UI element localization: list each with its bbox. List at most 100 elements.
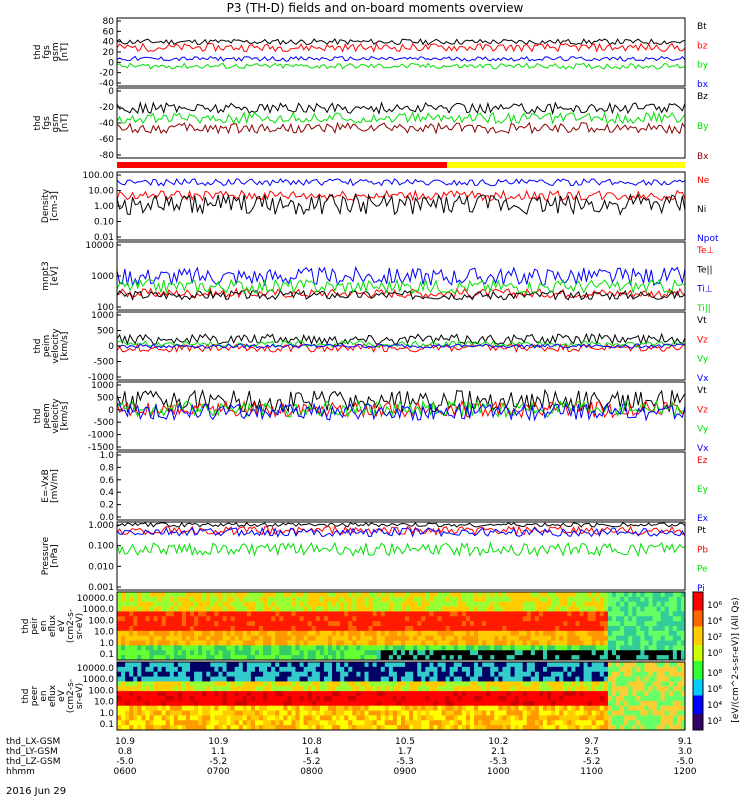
heatmap-cell: [177, 691, 183, 697]
heatmap-cell: [644, 592, 649, 598]
heatmap-cell: [668, 691, 674, 697]
heatmap-cell: [287, 700, 292, 707]
heatmap-cell: [672, 601, 678, 608]
heatmap-cell: [579, 676, 585, 682]
heatmap-cell: [291, 671, 297, 678]
heatmap-cell: [226, 592, 232, 598]
heatmap-cell: [238, 596, 244, 603]
ylabel-line: mnpt3: [41, 261, 51, 290]
heatmap-cell: [429, 681, 434, 687]
colorbar-cell: [693, 601, 703, 604]
heatmap-cell: [360, 686, 365, 692]
heatmap-cell: [502, 640, 507, 646]
heatmap-cell: [421, 640, 426, 646]
heatmap-cell: [315, 626, 321, 632]
heatmap-cell: [603, 630, 609, 637]
heatmap-cell: [137, 676, 142, 682]
heatmap-cell: [441, 710, 447, 716]
heatmap-cell: [352, 720, 357, 726]
heatmap-cell: [672, 666, 678, 673]
heatmap-cell: [616, 645, 621, 651]
heatmap-cell: [453, 691, 459, 697]
heatmap-cell: [234, 601, 240, 608]
legend-entry: Ti||: [696, 304, 711, 314]
heatmap-cell: [607, 671, 613, 678]
colorbar-tick: 10⁶: [707, 685, 722, 695]
heatmap-cell: [242, 650, 248, 656]
heatmap-cell: [668, 725, 674, 731]
colorbar-cell: [693, 693, 703, 696]
heatmap-cell: [356, 645, 361, 651]
heatmap-cell: [457, 666, 463, 673]
heatmap-cell: [474, 650, 479, 656]
heatmap-cell: [652, 710, 658, 716]
heatmap-cell: [157, 686, 163, 692]
heatmap-cell: [267, 621, 272, 627]
heatmap-cell: [514, 650, 520, 656]
heatmap-cell: [461, 601, 467, 608]
heatmap-cell: [234, 691, 240, 697]
heatmap-cell: [177, 666, 183, 673]
heatmap-cell: [117, 626, 122, 632]
time-axis-rows: thd_LX-GSM 10.9 10.9 10.8 10.5 10.2 9.7 9.1thd_…: [6, 737, 697, 777]
heatmap-cell: [332, 635, 337, 642]
heatmap-cell: [218, 720, 223, 726]
heatmap-cell: [616, 662, 621, 668]
heatmap-cell: [364, 710, 370, 716]
heatmap-cell: [396, 686, 402, 692]
heatmap-cell: [185, 720, 191, 726]
heatmap-cell: [599, 666, 605, 673]
heatmap-cell: [364, 720, 370, 726]
heatmap-cell: [202, 650, 207, 656]
heatmap-cell: [595, 686, 601, 692]
heatmap-cell: [543, 601, 548, 608]
heatmap-cell: [206, 725, 211, 731]
heatmap-cell: [449, 635, 455, 642]
heatmap-cell: [246, 725, 252, 731]
heatmap-cell: [632, 666, 637, 673]
heatmap-cell: [518, 655, 524, 661]
ytick-label: 1000.0: [83, 675, 115, 685]
heatmap-cell: [526, 700, 532, 707]
heatmap-cell: [636, 720, 641, 726]
heatmap-cell: [469, 640, 475, 646]
heatmap-cell: [388, 601, 394, 608]
heatmap-cell: [254, 676, 260, 682]
heatmap-cell: [409, 710, 414, 716]
heatmap-cell: [534, 666, 540, 673]
heatmap-cell: [559, 592, 564, 598]
heatmap-cell: [242, 705, 248, 712]
heatmap-cell: [336, 720, 341, 726]
heatmap-cell: [616, 671, 621, 678]
heatmap-cell: [323, 720, 329, 726]
heatmap-cell: [620, 592, 625, 598]
heatmap-cell: [360, 700, 365, 707]
heatmap-cell: [543, 640, 548, 646]
heatmap-cell: [506, 686, 512, 692]
heatmap-cell: [437, 715, 443, 721]
heatmap-cell: [388, 691, 394, 697]
heatmap-cell: [336, 705, 341, 712]
heatmap-cell: [518, 710, 524, 716]
heatmap-cell: [465, 676, 471, 682]
heatmap-cell: [587, 601, 593, 608]
heatmap-cell: [145, 630, 150, 637]
heatmap-cell: [141, 630, 146, 637]
heatmap-cell: [547, 676, 552, 682]
heatmap-cell: [486, 606, 491, 612]
heatmap-cell: [482, 592, 487, 598]
heatmap-cell: [449, 596, 455, 603]
heatmap-cell: [311, 645, 317, 651]
heatmap-cell: [668, 681, 674, 687]
heatmap-cell: [437, 626, 443, 632]
ylabel-density: Density [cm-3]: [41, 188, 60, 223]
heatmap-cell: [474, 700, 479, 707]
heatmap-cell: [214, 611, 219, 617]
heatmap-cell: [587, 630, 593, 637]
heatmap-cell: [315, 700, 321, 707]
heatmap-cell: [465, 696, 471, 702]
heatmap-cell: [616, 650, 621, 656]
heatmap-cell: [449, 681, 455, 687]
heatmap-cell: [591, 691, 597, 697]
heatmap-cell: [648, 676, 654, 682]
